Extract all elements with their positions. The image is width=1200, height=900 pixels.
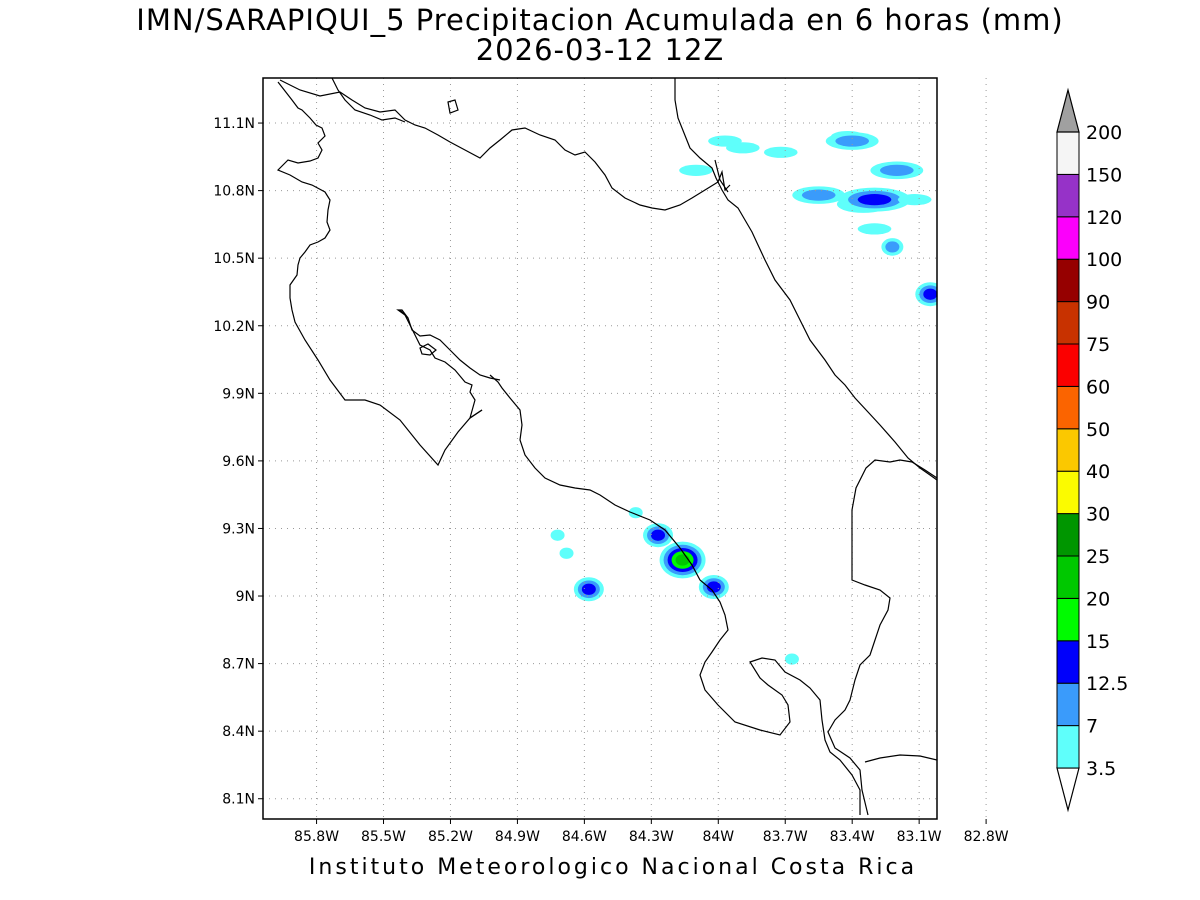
lat-tick-label: 9.3N: [222, 521, 255, 537]
lon-tick-label: 85.2W: [428, 829, 473, 845]
precip-contour: [885, 241, 900, 253]
panama-border: [827, 459, 937, 816]
precip-contour: [801, 189, 836, 201]
colorbar-max-arrow: [1056, 87, 1080, 133]
colorbar-swatch: [1056, 385, 1080, 430]
colorbar-level-label: 150: [1086, 164, 1122, 186]
precip-contour: [550, 529, 565, 541]
lat-tick-label: 8.7N: [222, 657, 255, 673]
colorbar-swatch: [1056, 301, 1080, 345]
footer-credit: Instituto Meteorologico Nacional Costa R…: [308, 855, 918, 880]
colorbar-level-label: 3.5: [1086, 758, 1116, 780]
colorbar-level-label: 20: [1086, 588, 1110, 610]
latitude-axis: 11.1N 10.8N 10.5N 10.2N 9.9N 9.6N 9.3N 9N 8.7N 8.…: [213, 116, 263, 808]
precip-contour: [857, 223, 892, 235]
grid-lines: [263, 78, 987, 819]
precip-contour: [897, 194, 932, 206]
colorbar-swatch: [1056, 343, 1080, 387]
lat-tick-label: 11.1N: [213, 116, 255, 132]
nicaragua-coast-top: [331, 78, 406, 123]
nicoya-gulf: [399, 309, 501, 381]
colorbar-swatch: [1056, 428, 1080, 472]
lat-tick-label: 8.4N: [222, 724, 255, 740]
lat-tick-label: 10.5N: [213, 251, 255, 267]
colorbar-swatch: [1056, 470, 1080, 515]
colorbar-level-label: 100: [1086, 249, 1122, 271]
map-frame: [262, 77, 938, 820]
lake-nicaragua-island: [447, 99, 459, 114]
precip-contour: [706, 581, 721, 593]
map-title: IMN/SARAPIQUI_5 Precipitacion Acumulada …: [136, 3, 1064, 37]
colorbar-level-label: 40: [1086, 461, 1110, 483]
gulf-island: [419, 343, 437, 356]
lon-tick-label: 83.1W: [897, 829, 942, 845]
colorbar-level-label: 7: [1086, 716, 1098, 738]
lon-tick-label: 85.8W: [294, 829, 339, 845]
caribbean-coast: [674, 78, 937, 481]
colorbar-legend: 3.5 7 12.5 15 20 25 30 40 50 60 75 90 100 120 150 200: [1056, 87, 1128, 813]
lon-tick-label: 85.5W: [361, 829, 406, 845]
colorbar-level-label: 60: [1086, 376, 1110, 398]
colorbar-level-label: 75: [1086, 334, 1110, 356]
precip-contour: [880, 164, 914, 176]
coastline: [276, 78, 937, 816]
colorbar-swatch: [1056, 131, 1080, 175]
colorbar-level-label: 30: [1086, 504, 1110, 526]
colorbar-level-label: 200: [1086, 122, 1122, 144]
colorbar-level-label: 25: [1086, 546, 1110, 568]
lat-tick-label: 9N: [236, 589, 255, 605]
precip-contour: [784, 653, 799, 665]
lat-tick-label: 8.1N: [222, 792, 255, 808]
colorbar-swatch: [1056, 513, 1080, 557]
colorbar-swatch: [1056, 216, 1080, 260]
colorbar-swatch: [1056, 725, 1080, 769]
lon-tick-label: 84W: [702, 829, 734, 845]
precip-contour: [651, 529, 666, 541]
colorbar-swatch: [1056, 258, 1080, 303]
precip-contour: [708, 135, 742, 147]
lon-tick-label: 84.9W: [495, 829, 540, 845]
colorbar-level-label: 90: [1086, 292, 1110, 314]
colorbar-level-label: 12.5: [1086, 673, 1128, 695]
colorbar-min-arrow: [1056, 767, 1080, 813]
precip-contour: [857, 194, 892, 206]
colorbar-level-label: 50: [1086, 419, 1110, 441]
lat-tick-label: 9.9N: [222, 386, 255, 402]
longitude-axis: 85.8W 85.5W 85.2W 84.9W 84.6W 84.3W 84W 83.7W 83…: [294, 819, 1009, 845]
precip-contour: [946, 282, 960, 293]
pacific-coast-central: [396, 309, 861, 815]
lon-tick-label: 83.4W: [830, 829, 875, 845]
lon-tick-label: 84.6W: [562, 829, 607, 845]
lon-tick-label: 82.8W: [964, 829, 1009, 845]
lon-tick-label: 83.7W: [763, 829, 808, 845]
colorbar-swatch: [1056, 173, 1080, 218]
lon-tick-label: 84.3W: [629, 829, 674, 845]
precip-contour: [559, 547, 574, 559]
colorbar-level-label: 120: [1086, 207, 1122, 229]
lat-tick-label: 9.6N: [222, 454, 255, 470]
nicaragua-border: [279, 79, 731, 211]
precip-contour: [679, 164, 713, 176]
panama-coast-south: [864, 754, 937, 763]
colorbar-swatch: [1056, 640, 1080, 684]
lat-tick-label: 10.8N: [213, 184, 255, 200]
lat-tick-label: 10.2N: [213, 319, 255, 335]
precip-contour: [581, 583, 596, 595]
precip-contour: [763, 146, 798, 158]
colorbar-level-label: 15: [1086, 631, 1110, 653]
precipitation-layer: [550, 130, 980, 665]
map-datetime: 2026-03-12 12Z: [475, 33, 725, 67]
colorbar-swatch: [1056, 555, 1080, 599]
colorbar-swatch: [1056, 597, 1080, 642]
colorbar-swatch: [1056, 682, 1080, 727]
precip-contour: [923, 288, 937, 300]
precip-contour: [835, 135, 869, 147]
precip-contour: [966, 255, 980, 266]
precip-contour: [675, 554, 690, 566]
nicaragua-coast-north: [276, 81, 483, 467]
